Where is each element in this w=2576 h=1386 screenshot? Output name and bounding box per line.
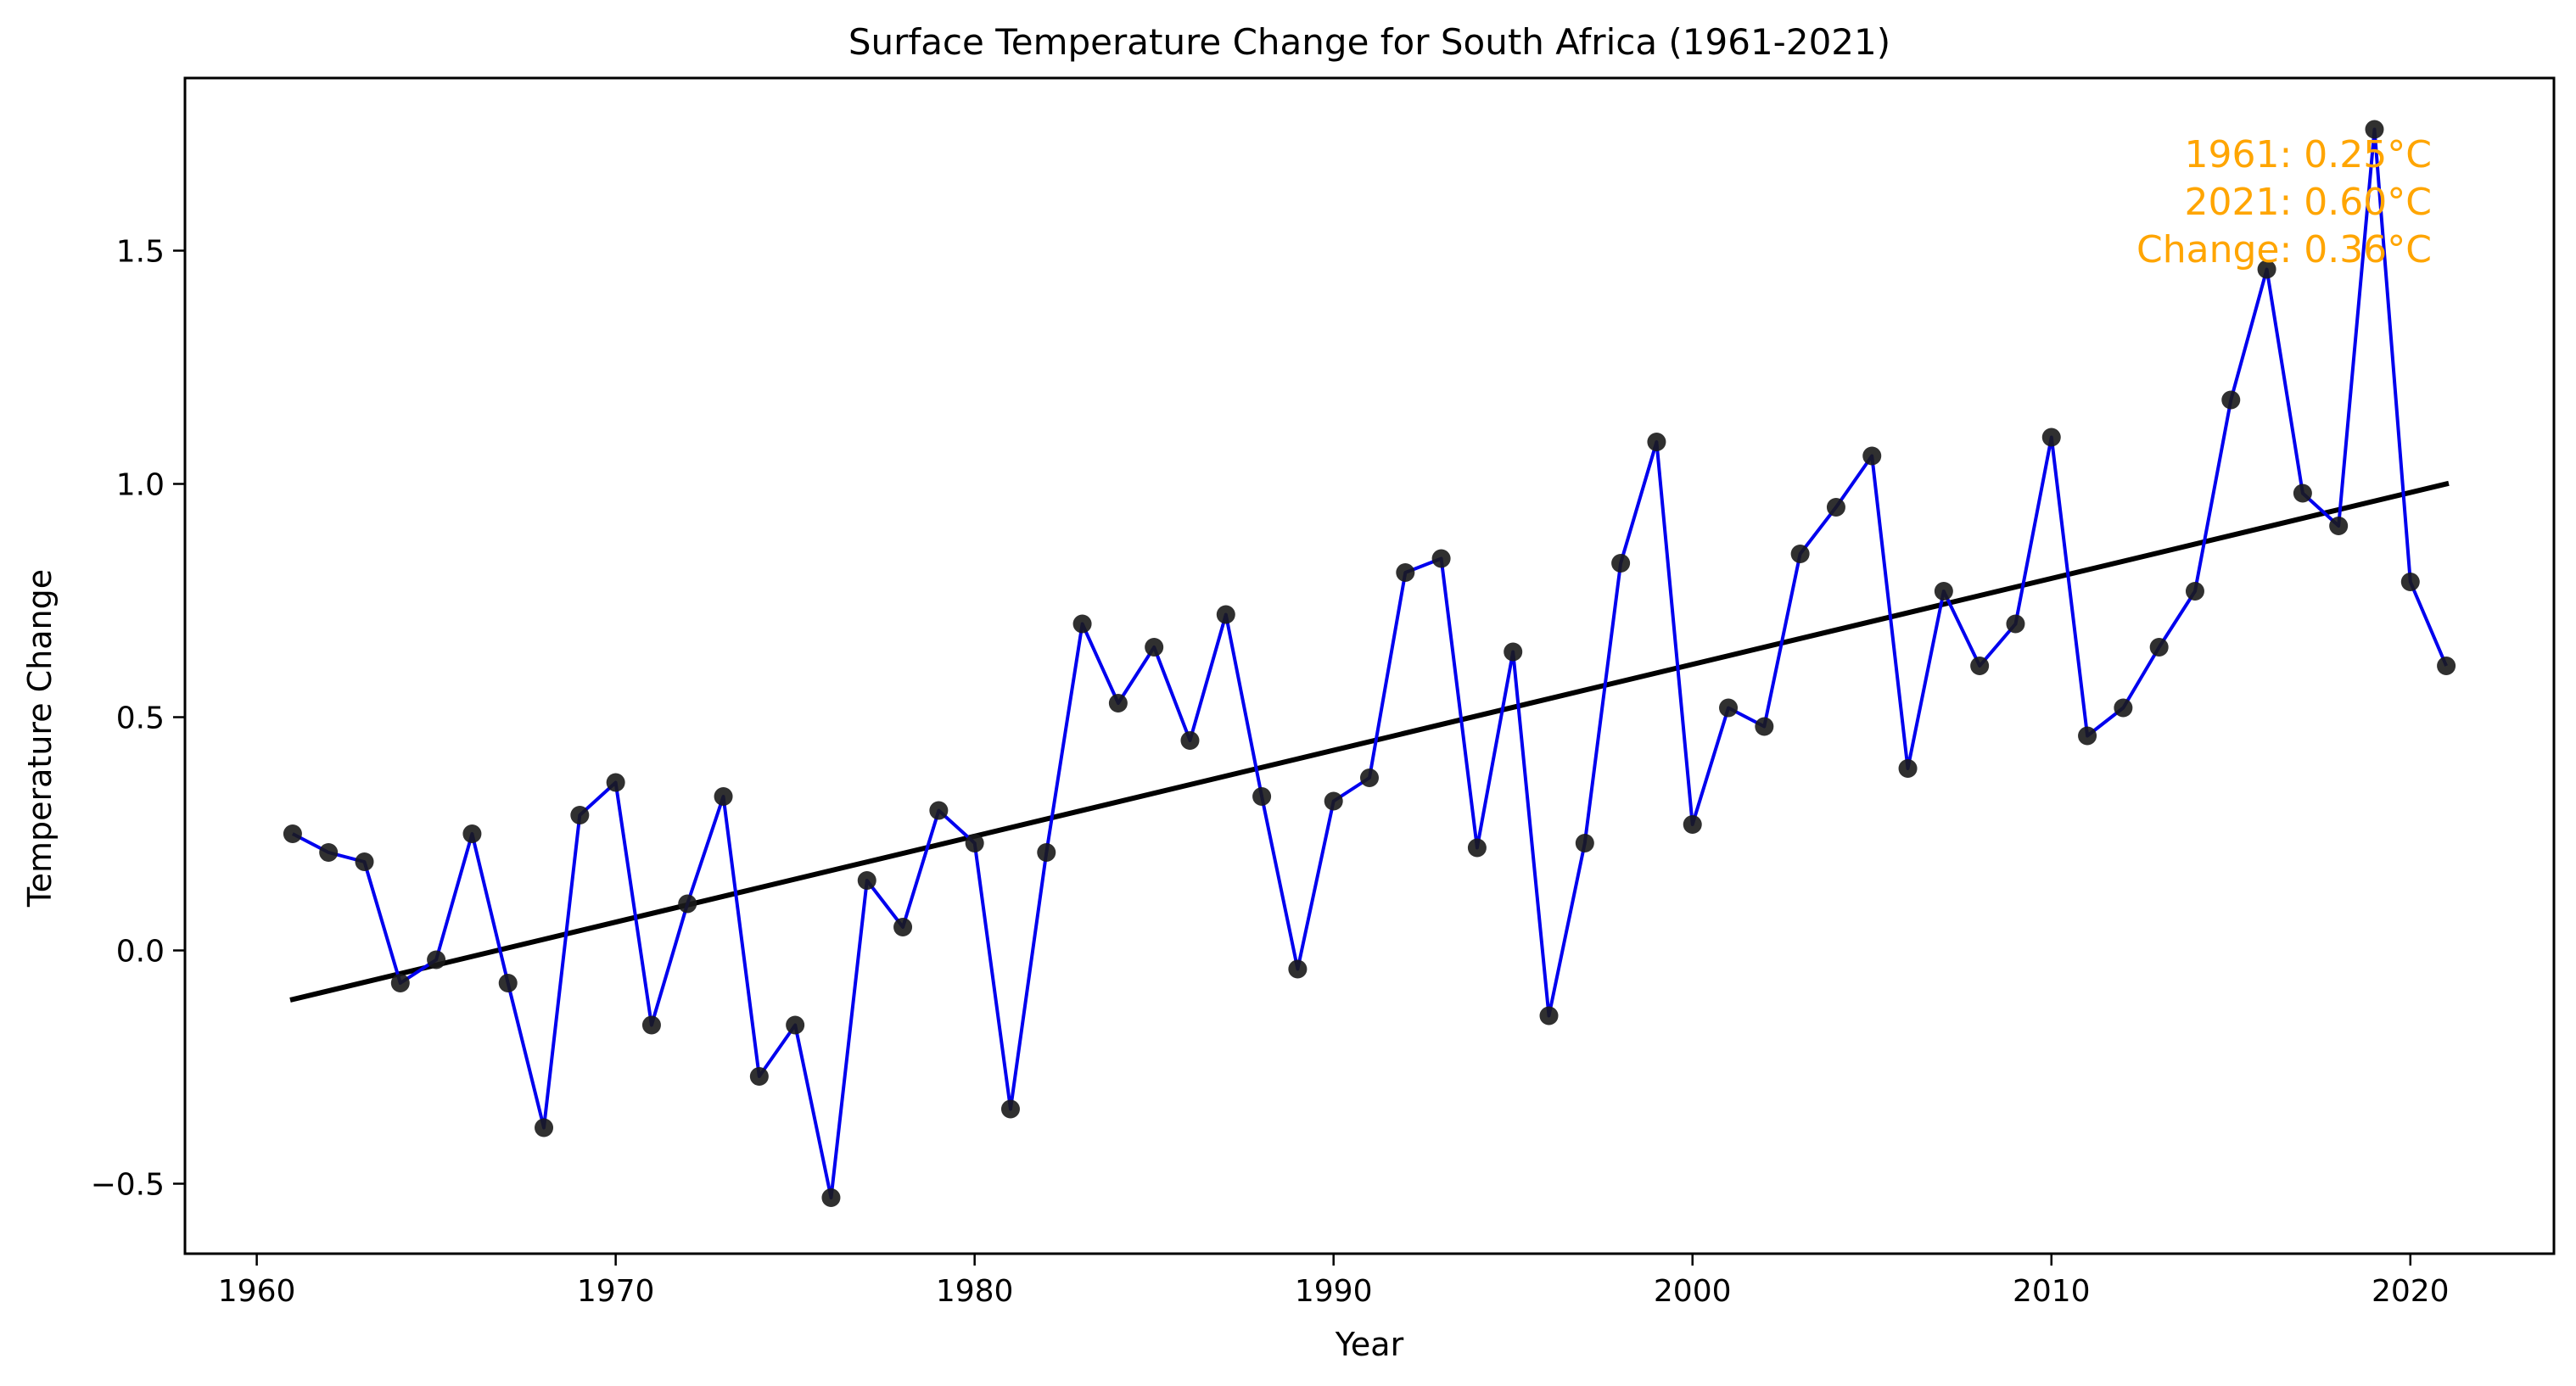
y-axis-label: Temperature Change bbox=[21, 569, 59, 908]
data-point bbox=[1108, 694, 1128, 713]
data-point bbox=[2114, 698, 2133, 718]
trend-line-layer bbox=[289, 480, 2450, 1003]
chart-title: Surface Temperature Change for South Afr… bbox=[848, 21, 1890, 63]
y-tick-label: 1.0 bbox=[116, 468, 165, 503]
data-point bbox=[2293, 483, 2312, 503]
data-point bbox=[1396, 563, 1415, 582]
data-point bbox=[1037, 843, 1056, 862]
data-point bbox=[2041, 428, 2061, 447]
data-point bbox=[2006, 614, 2025, 634]
data-point bbox=[2365, 120, 2384, 139]
data-point bbox=[821, 1188, 841, 1207]
data-point bbox=[1216, 605, 1235, 624]
x-tick-label: 1960 bbox=[218, 1274, 296, 1309]
data-point bbox=[1611, 554, 1631, 573]
x-tick-label: 2000 bbox=[1654, 1274, 1732, 1309]
x-tick-label: 2010 bbox=[2013, 1274, 2091, 1309]
y-tick-label: −0.5 bbox=[91, 1168, 165, 1203]
data-point bbox=[1647, 433, 1666, 451]
data-point bbox=[1790, 545, 1810, 563]
data-point bbox=[1826, 498, 1845, 517]
data-point bbox=[1252, 787, 1272, 806]
data-point bbox=[1145, 638, 1164, 657]
x-tick-label: 1980 bbox=[936, 1274, 1014, 1309]
data-point bbox=[606, 773, 625, 792]
data-point bbox=[2437, 657, 2456, 675]
data-point bbox=[2078, 726, 2097, 746]
data-point bbox=[1360, 768, 1379, 787]
x-tick-label: 2020 bbox=[2372, 1274, 2450, 1309]
data-point bbox=[2185, 582, 2204, 601]
y-tick-label: 0.0 bbox=[116, 935, 165, 970]
x-axis-ticks: 1960 1970 1980 1990 2000 2010 2020 bbox=[218, 1254, 2450, 1309]
x-tick-label: 1970 bbox=[577, 1274, 655, 1309]
data-point bbox=[1000, 1099, 1020, 1119]
annotation-box: 1961: 0.25°C 2021: 0.60°C Change: 0.36°C bbox=[2136, 133, 2432, 271]
data-point bbox=[1862, 446, 1882, 466]
data-point bbox=[319, 843, 339, 862]
y-tick-label: 1.5 bbox=[116, 235, 165, 270]
data-point bbox=[427, 950, 446, 970]
data-point bbox=[1072, 614, 1092, 634]
data-point bbox=[1324, 791, 1343, 811]
data-point bbox=[714, 787, 733, 806]
data-point bbox=[2257, 260, 2276, 279]
data-point bbox=[498, 974, 518, 992]
data-point bbox=[786, 1015, 805, 1035]
data-point bbox=[2400, 573, 2420, 591]
data-point bbox=[1755, 717, 1774, 736]
data-point bbox=[1467, 838, 1487, 858]
y-axis-ticks: −0.5 0.0 0.5 1.0 1.5 bbox=[91, 235, 185, 1203]
data-point bbox=[2149, 638, 2169, 657]
data-point bbox=[462, 824, 482, 843]
data-point bbox=[965, 834, 984, 852]
data-point bbox=[1504, 642, 1523, 662]
data-point bbox=[1719, 698, 1739, 718]
data-point bbox=[857, 871, 876, 890]
data-point bbox=[535, 1118, 554, 1137]
data-point bbox=[641, 1015, 661, 1035]
annotation-change-value: Change: 0.36°C bbox=[2136, 228, 2432, 271]
data-point bbox=[2329, 517, 2349, 535]
data-point bbox=[355, 852, 374, 871]
data-point bbox=[1539, 1006, 1559, 1026]
data-point bbox=[749, 1067, 769, 1086]
data-point-layer bbox=[283, 120, 2456, 1207]
x-axis-label: Year bbox=[1335, 1326, 1404, 1363]
data-point bbox=[1898, 759, 1918, 778]
data-point bbox=[1970, 657, 1990, 675]
data-point bbox=[893, 918, 913, 936]
data-point bbox=[390, 974, 410, 992]
trend-line bbox=[289, 480, 2450, 1003]
data-point bbox=[678, 894, 697, 914]
x-tick-label: 1990 bbox=[1295, 1274, 1373, 1309]
data-point bbox=[283, 824, 302, 843]
annotation-end-value: 2021: 0.60°C bbox=[2185, 181, 2432, 224]
plot-frame bbox=[183, 76, 2556, 1255]
data-point bbox=[1683, 815, 1702, 834]
data-point bbox=[2221, 390, 2241, 410]
data-point bbox=[1431, 549, 1451, 568]
data-point bbox=[929, 801, 949, 820]
data-point bbox=[1575, 834, 1594, 852]
annotation-start-value: 1961: 0.25°C bbox=[2185, 133, 2432, 176]
data-point bbox=[1180, 731, 1200, 750]
data-point bbox=[1288, 959, 1308, 979]
data-point bbox=[570, 806, 590, 824]
y-tick-label: 0.5 bbox=[116, 701, 165, 736]
data-point bbox=[1934, 582, 1953, 601]
